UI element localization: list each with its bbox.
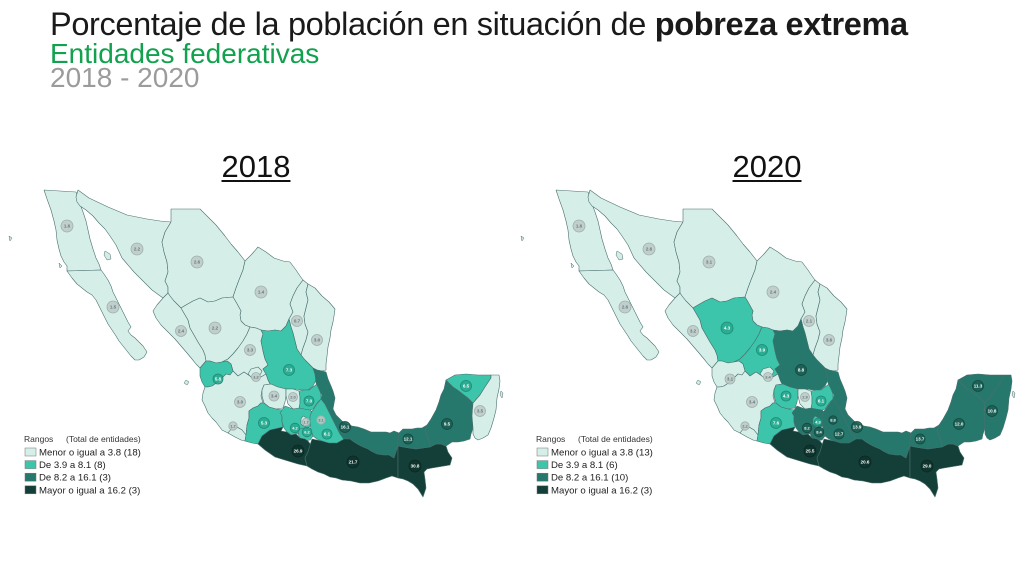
svg-text:2.9: 2.9 bbox=[802, 394, 808, 399]
svg-text:7.3: 7.3 bbox=[286, 368, 293, 373]
svg-text:De 8.2 a 16.1 (10): De 8.2 a 16.1 (10) bbox=[551, 473, 628, 484]
svg-text:4.3: 4.3 bbox=[783, 394, 790, 399]
svg-text:(Total de entidades): (Total de entidades) bbox=[578, 434, 653, 444]
svg-text:1.7: 1.7 bbox=[230, 423, 236, 428]
svg-text:2.4: 2.4 bbox=[178, 329, 185, 334]
svg-text:26.9: 26.9 bbox=[294, 449, 303, 454]
svg-text:12.0: 12.0 bbox=[955, 422, 964, 427]
svg-text:Menor o igual a 3.8 (18): Menor o igual a 3.8 (18) bbox=[39, 448, 141, 459]
svg-text:6.1: 6.1 bbox=[818, 399, 825, 404]
svg-text:0.7: 0.7 bbox=[294, 319, 301, 324]
svg-text:De 3.9 a 8.1 (8): De 3.9 a 8.1 (8) bbox=[39, 460, 106, 471]
svg-text:6.2: 6.2 bbox=[304, 429, 310, 434]
svg-text:4.3: 4.3 bbox=[724, 326, 731, 331]
svg-text:2.2: 2.2 bbox=[742, 423, 748, 428]
svg-text:2.6: 2.6 bbox=[622, 305, 629, 310]
svg-text:2.2: 2.2 bbox=[212, 326, 219, 331]
svg-text:5.8: 5.8 bbox=[215, 377, 222, 382]
svg-text:25.5: 25.5 bbox=[806, 449, 815, 454]
svg-text:4.3: 4.3 bbox=[815, 419, 821, 424]
svg-text:De 3.9 a 8.1 (6): De 3.9 a 8.1 (6) bbox=[551, 460, 618, 471]
svg-text:7.0: 7.0 bbox=[306, 399, 313, 404]
svg-text:Mayor o igual a 16.2 (3): Mayor o igual a 16.2 (3) bbox=[551, 485, 652, 496]
svg-text:6.5: 6.5 bbox=[463, 384, 470, 389]
svg-text:Menor o igual a 3.8 (13): Menor o igual a 3.8 (13) bbox=[551, 448, 653, 459]
svg-text:12.7: 12.7 bbox=[835, 432, 844, 437]
svg-text:Rangos: Rangos bbox=[24, 434, 53, 444]
svg-text:2.2: 2.2 bbox=[134, 247, 141, 252]
svg-text:30.8: 30.8 bbox=[411, 464, 420, 469]
svg-text:Rangos: Rangos bbox=[536, 434, 565, 444]
svg-text:3.1: 3.1 bbox=[318, 417, 324, 422]
svg-text:9.5: 9.5 bbox=[444, 422, 451, 427]
svg-text:3.2: 3.2 bbox=[690, 329, 697, 334]
svg-text:8.8: 8.8 bbox=[830, 417, 836, 422]
svg-text:1.7: 1.7 bbox=[303, 419, 309, 424]
svg-text:13.7: 13.7 bbox=[916, 437, 925, 442]
svg-text:1.5: 1.5 bbox=[110, 305, 117, 310]
svg-text:29.0: 29.0 bbox=[923, 464, 932, 469]
svg-text:16.1: 16.1 bbox=[341, 425, 350, 430]
svg-text:21.7: 21.7 bbox=[349, 460, 358, 465]
svg-text:3.6: 3.6 bbox=[826, 338, 833, 343]
svg-text:1.4: 1.4 bbox=[258, 290, 265, 295]
svg-text:8.4: 8.4 bbox=[816, 429, 822, 434]
svg-text:3.9: 3.9 bbox=[759, 348, 766, 353]
svg-text:12.1: 12.1 bbox=[404, 437, 413, 442]
svg-text:2.6: 2.6 bbox=[194, 260, 201, 265]
svg-text:2.1: 2.1 bbox=[806, 319, 813, 324]
svg-text:3.4: 3.4 bbox=[271, 394, 278, 399]
svg-text:3.0: 3.0 bbox=[314, 338, 321, 343]
svg-text:3.3: 3.3 bbox=[247, 348, 254, 353]
svg-text:2.4: 2.4 bbox=[765, 374, 771, 379]
svg-text:2.4: 2.4 bbox=[770, 290, 777, 295]
svg-text:8.2: 8.2 bbox=[804, 425, 810, 430]
svg-text:5.3: 5.3 bbox=[261, 421, 268, 426]
svg-text:3.1: 3.1 bbox=[727, 377, 734, 382]
svg-text:2.6: 2.6 bbox=[646, 247, 653, 252]
svg-text:10.8: 10.8 bbox=[988, 409, 997, 414]
svg-text:De 8.2 a 16.1 (3): De 8.2 a 16.1 (3) bbox=[39, 473, 111, 484]
svg-text:1.6: 1.6 bbox=[64, 224, 71, 229]
svg-text:2.0: 2.0 bbox=[290, 394, 296, 399]
svg-text:3.0: 3.0 bbox=[237, 400, 244, 405]
svg-text:3.5: 3.5 bbox=[477, 409, 484, 414]
svg-text:(Total de entidades): (Total de entidades) bbox=[66, 434, 141, 444]
svg-text:20.6: 20.6 bbox=[861, 460, 870, 465]
svg-text:6.1: 6.1 bbox=[324, 432, 331, 437]
svg-text:7.6: 7.6 bbox=[773, 421, 780, 426]
svg-text:11.3: 11.3 bbox=[974, 384, 983, 389]
svg-text:8.8: 8.8 bbox=[798, 368, 805, 373]
svg-text:1.6: 1.6 bbox=[576, 224, 583, 229]
svg-text:Mayor o igual a 16.2 (3): Mayor o igual a 16.2 (3) bbox=[39, 485, 140, 496]
svg-text:4.2: 4.2 bbox=[292, 425, 298, 430]
svg-text:3.4: 3.4 bbox=[749, 400, 756, 405]
svg-text:3.1: 3.1 bbox=[706, 260, 713, 265]
svg-text:13.9: 13.9 bbox=[853, 425, 862, 430]
svg-text:1.2: 1.2 bbox=[253, 374, 259, 379]
